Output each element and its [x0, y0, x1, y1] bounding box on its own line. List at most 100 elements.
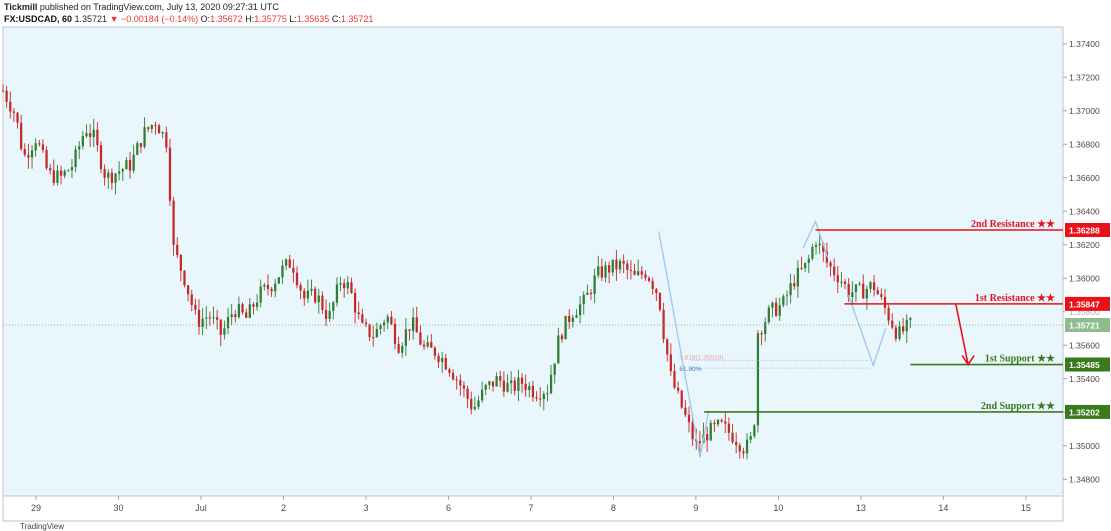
open-label: O: [200, 14, 211, 24]
candle [644, 270, 647, 281]
candle [1, 84, 5, 93]
x-tick-label: 10 [773, 503, 783, 513]
candle-body [274, 283, 277, 292]
candle [615, 250, 618, 281]
candle [350, 277, 353, 294]
candle [771, 301, 774, 318]
candle [45, 146, 48, 171]
candle [157, 123, 161, 134]
candle-body [248, 304, 251, 318]
candle-body [865, 288, 868, 299]
low-value: 1.35635 [296, 14, 330, 24]
candle-body [288, 259, 291, 268]
candle [742, 447, 745, 459]
candle [880, 288, 883, 300]
candle [183, 269, 186, 288]
candle [593, 268, 596, 304]
price-axis [1064, 27, 1111, 521]
candle-body [332, 302, 335, 311]
candle [804, 262, 807, 273]
candle-body [804, 262, 807, 269]
candle-body [477, 400, 480, 407]
candle [655, 287, 658, 302]
candle [52, 159, 55, 186]
candle [92, 118, 95, 148]
candle-body [793, 283, 796, 287]
candle-body [426, 342, 429, 347]
x-tick-label: 29 [31, 503, 41, 513]
candle [59, 165, 63, 185]
candle [317, 288, 320, 314]
candle [107, 169, 110, 189]
candle-body [517, 377, 520, 391]
candle-body [673, 371, 676, 388]
candle-body [263, 284, 266, 287]
x-tick-label: 13 [856, 503, 866, 513]
candle [404, 317, 408, 357]
candle [306, 279, 310, 303]
candle [470, 391, 473, 415]
y-tick-label: 1.36000 [1069, 273, 1100, 283]
candle-body [343, 283, 346, 289]
candle [789, 273, 792, 304]
candle-body [136, 143, 139, 155]
x-tick-label: 7 [528, 503, 533, 513]
candle-body [658, 292, 662, 310]
candle-body [255, 302, 259, 307]
candle [843, 278, 847, 290]
candle-body [553, 363, 556, 375]
candle-body [909, 318, 912, 320]
candle [139, 142, 143, 154]
candle-body [582, 294, 585, 305]
candle [38, 140, 41, 147]
candle [368, 323, 371, 342]
candle-body [346, 282, 349, 289]
candle-body [292, 267, 295, 273]
candle [782, 294, 785, 308]
candle [477, 395, 480, 410]
candle-body [724, 421, 727, 424]
symbol-info: FX:USDCAD, 60 1.35721 ▼ −0.00184 (−0.14%… [4, 14, 373, 24]
symbol-label: FX:USDCAD, 60 [4, 14, 73, 24]
candle-body [869, 282, 872, 289]
candle-body [575, 315, 578, 318]
candle-body [706, 434, 709, 441]
candle [542, 391, 545, 411]
candle-body [216, 317, 219, 320]
candle-body [299, 285, 302, 291]
candle-body [549, 374, 553, 394]
candle [321, 291, 324, 314]
resistance-level-label: 2nd Resistance ★★ [971, 219, 1055, 230]
candle [372, 325, 375, 347]
candle [633, 263, 636, 276]
candle [698, 430, 702, 452]
candle-body [902, 326, 905, 332]
candle-body [205, 317, 208, 319]
candle [41, 139, 45, 153]
candle [553, 363, 556, 384]
candle [234, 310, 237, 323]
candle [539, 387, 542, 407]
candle [909, 316, 912, 329]
candle-body [430, 342, 433, 348]
candle-body [45, 150, 48, 169]
chart-header: Tickmill published on TradingView.com, J… [0, 0, 1111, 27]
candle [186, 284, 190, 302]
candle [444, 353, 447, 371]
candle-body [190, 294, 193, 305]
candle-body [480, 389, 484, 401]
candle-body [484, 384, 487, 390]
high-label: H: [245, 14, 255, 24]
candle-body [539, 398, 542, 400]
candle [118, 161, 121, 181]
candle-body [858, 283, 861, 285]
fib-label: 61.80% [679, 366, 701, 373]
candle-body [128, 160, 132, 171]
candle-body [506, 383, 509, 392]
candle-body [571, 317, 574, 322]
candle-body [626, 263, 629, 270]
candle-body [818, 243, 821, 246]
candle [328, 302, 331, 323]
candle-body [324, 310, 328, 319]
